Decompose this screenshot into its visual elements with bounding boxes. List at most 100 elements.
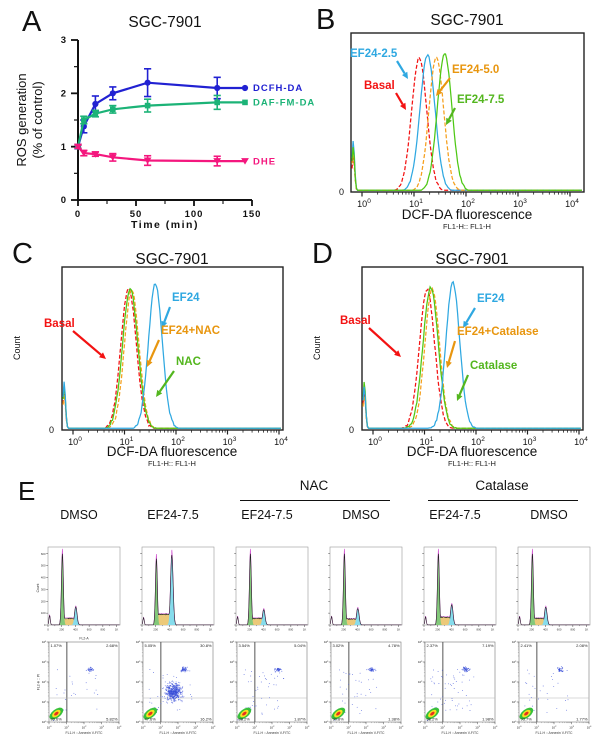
panel-a-title: SGC-7901 bbox=[128, 14, 202, 31]
cyto-x-axis-title: FL2-A bbox=[79, 637, 89, 641]
x-axis-subtitle: FL1-H:: FL1-H bbox=[148, 459, 196, 468]
log-tick-label: 104 bbox=[42, 640, 47, 644]
cyto-outline bbox=[518, 553, 590, 626]
panel-d-title: SGC-7901 bbox=[435, 251, 509, 268]
annotation-arrow bbox=[447, 340, 457, 363]
dense-core bbox=[331, 707, 346, 720]
x-axis-title: DCF-DA fluorescence bbox=[407, 444, 538, 459]
log-tick-label: 100 bbox=[418, 720, 423, 724]
quadrant-pct-bottom-right: 1.98% bbox=[482, 717, 494, 722]
cyto-x-tick: 0 bbox=[235, 628, 237, 632]
column-label-6: DMSO bbox=[530, 508, 568, 522]
quadrant-pct-bottom-left: 88.2% bbox=[239, 717, 251, 722]
cyto-x-tick: 1K bbox=[303, 628, 307, 632]
cyto-x-tick: 1K bbox=[209, 628, 213, 632]
cyto-phase-area bbox=[142, 614, 214, 625]
cyto-x-tick: 600 bbox=[181, 628, 186, 632]
flow-curve bbox=[351, 56, 582, 191]
cyto-phase-area bbox=[48, 607, 120, 625]
cyto-x-tick: 200 bbox=[435, 628, 440, 632]
scatter-x-axis-title: FL1-H :: Annexin V-FITC bbox=[160, 731, 197, 735]
quadrant-pct-top-right: 4.78% bbox=[388, 643, 400, 648]
log-tick-label: 102 bbox=[42, 680, 47, 684]
log-tick-label: 101 bbox=[136, 700, 141, 704]
quadrant-pct-top-left: 2.37% bbox=[427, 643, 439, 648]
y-tick-label: 3 bbox=[61, 35, 66, 46]
plot-frame bbox=[61, 266, 284, 431]
cyto-x-tick: 400 bbox=[167, 628, 172, 632]
quadrant-pct-top-right: 2.08% bbox=[576, 643, 588, 648]
scatter-dots bbox=[144, 666, 193, 719]
cyto-x-tick: 1K bbox=[585, 628, 589, 632]
annotation-arrow bbox=[395, 92, 404, 105]
scatter-y-axis-title: FL2-H :: PI bbox=[37, 674, 41, 690]
cyto-phase-area bbox=[424, 554, 496, 625]
log-tick-label: 103 bbox=[42, 660, 47, 664]
column-label-3: EF24-7.5 bbox=[241, 508, 293, 522]
cyto-x-tick: 400 bbox=[73, 628, 78, 632]
cyto-x-tick: 0 bbox=[423, 628, 425, 632]
annotation-arrow bbox=[439, 77, 451, 92]
cyto-outline bbox=[330, 553, 402, 626]
panel-b-title: SGC-7901 bbox=[430, 12, 504, 29]
log-tick-label: 102 bbox=[324, 680, 329, 684]
cell-cycle-histogram-4: 0 200 400 600 800 1K bbox=[328, 546, 403, 632]
cyto-x-tick: 400 bbox=[355, 628, 360, 632]
scatter-x-axis-title: FL1-H :: Annexin V-FITC bbox=[254, 731, 291, 735]
cyto-x-tick: 200 bbox=[59, 628, 64, 632]
cyto-y-tick: 400 bbox=[41, 576, 46, 580]
panel-c-letter: C bbox=[12, 238, 33, 270]
cyto-fit-line bbox=[48, 548, 120, 626]
group-underline-nac bbox=[240, 500, 390, 501]
panel-a-letter: A bbox=[22, 6, 42, 38]
cyto-phase-area bbox=[236, 554, 308, 625]
x-tick-label: 0 bbox=[75, 209, 81, 220]
panel-c-chart: 100 101 102 103 104 0 Count DCF-DA fluorescence… bbox=[12, 266, 288, 468]
log-tick-label: 103 bbox=[193, 725, 198, 729]
cyto-phase-area bbox=[236, 609, 308, 625]
cell-cycle-histogram-2: 0 200 400 600 800 1K bbox=[140, 546, 215, 632]
group-header-nac: NAC bbox=[299, 478, 329, 493]
cyto-y-tick: 600 bbox=[41, 552, 46, 556]
quadrant-pct-top-right: 30.8% bbox=[200, 643, 212, 648]
cyto-phase-area bbox=[236, 618, 308, 625]
log-tick-label: 101 bbox=[158, 725, 163, 729]
panel-e-letter: E bbox=[18, 476, 36, 506]
cyto-y-tick: 0 bbox=[44, 623, 46, 627]
dense-core bbox=[49, 707, 64, 720]
cyto-outline bbox=[48, 553, 120, 626]
log-tick-label: 101 bbox=[64, 725, 69, 729]
log-tick-label: 103 bbox=[230, 660, 235, 664]
cyto-x-tick: 600 bbox=[557, 628, 562, 632]
log-tick-label: 102 bbox=[270, 725, 275, 729]
panel-d-chart: 100 101 102 103 104 0 Count DCF-DA fluorescence… bbox=[312, 266, 588, 468]
y-axis-title-line1: ROS generation bbox=[14, 73, 29, 166]
log-tick-label: 101 bbox=[409, 198, 423, 209]
log-tick-label: 100 bbox=[136, 720, 141, 724]
log-tick-label: 100 bbox=[235, 725, 240, 729]
log-tick-label: 100 bbox=[512, 720, 517, 724]
log-tick-label: 103 bbox=[523, 436, 537, 447]
cyto-phase-area bbox=[518, 607, 590, 625]
curve-annotation-label: EF24-7.5 bbox=[457, 94, 505, 106]
cyto-y-tick: 100 bbox=[41, 611, 46, 615]
log-tick-label: 104 bbox=[274, 436, 288, 447]
cyto-phase-area bbox=[142, 555, 214, 625]
cyto-x-tick: 800 bbox=[289, 628, 294, 632]
log-tick-label: 100 bbox=[324, 720, 329, 724]
flow-curve bbox=[62, 287, 281, 429]
cyto-x-tick: 800 bbox=[195, 628, 200, 632]
x-tick-label: 150 bbox=[243, 209, 262, 220]
log-tick-label: 103 bbox=[513, 198, 527, 209]
annotation-arrow bbox=[163, 306, 172, 323]
plot-frame bbox=[350, 32, 585, 193]
log-tick-label: 103 bbox=[223, 436, 237, 447]
log-tick-label: 103 bbox=[287, 725, 292, 729]
cyto-fit-line bbox=[330, 548, 402, 626]
cyto-x-tick: 600 bbox=[463, 628, 468, 632]
y-axis-title: Count bbox=[312, 336, 322, 361]
curve-annotation-label: NAC bbox=[176, 356, 201, 368]
quadrant-pct-bottom-right: 1.77% bbox=[576, 717, 588, 722]
